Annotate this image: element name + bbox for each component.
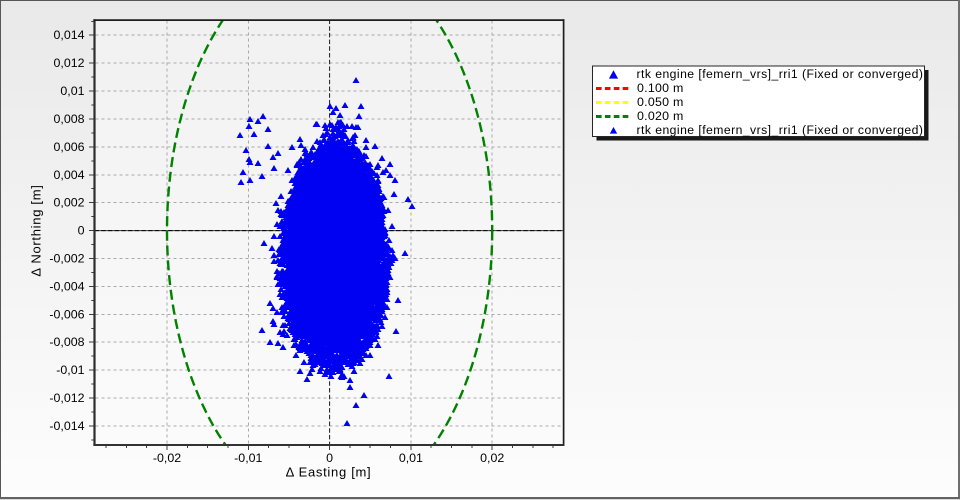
svg-text:-0,012: -0,012 (49, 391, 84, 405)
svg-text:-0,014: -0,014 (49, 419, 84, 433)
svg-text:0,006: 0,006 (53, 140, 84, 154)
svg-text:0,01: 0,01 (60, 84, 84, 98)
svg-text:-0,01: -0,01 (56, 363, 84, 377)
svg-text:-0,004: -0,004 (49, 279, 84, 293)
svg-text:-0,002: -0,002 (49, 252, 84, 266)
svg-text:-0,008: -0,008 (49, 335, 84, 349)
svg-text:0: 0 (78, 224, 85, 238)
svg-text:Δ Northing [m]: Δ Northing [m] (29, 184, 44, 276)
svg-text:-0,02: -0,02 (153, 451, 181, 465)
svg-text:0,004: 0,004 (53, 168, 84, 182)
svg-text:rtk engine [femern_vrs]_rri1 (: rtk engine [femern_vrs]_rri1 (Fixed or c… (637, 123, 924, 137)
svg-text:rtk engine [femern_vrs]_rri1 (: rtk engine [femern_vrs]_rri1 (Fixed or c… (637, 67, 924, 81)
svg-text:0,01: 0,01 (399, 451, 423, 465)
svg-text:0,008: 0,008 (53, 112, 84, 126)
svg-text:Δ Easting [m]: Δ Easting [m] (286, 465, 372, 480)
svg-text:0,012: 0,012 (53, 56, 84, 70)
svg-text:0.020 m: 0.020 m (637, 109, 684, 123)
svg-text:0.100 m: 0.100 m (637, 81, 684, 95)
svg-text:-0,01: -0,01 (234, 451, 262, 465)
svg-text:0.050 m: 0.050 m (637, 95, 684, 109)
svg-text:-0,006: -0,006 (49, 307, 84, 321)
svg-text:0: 0 (326, 451, 333, 465)
svg-text:0,02: 0,02 (480, 451, 504, 465)
svg-text:0,014: 0,014 (53, 28, 84, 42)
svg-text:0,002: 0,002 (53, 196, 84, 210)
